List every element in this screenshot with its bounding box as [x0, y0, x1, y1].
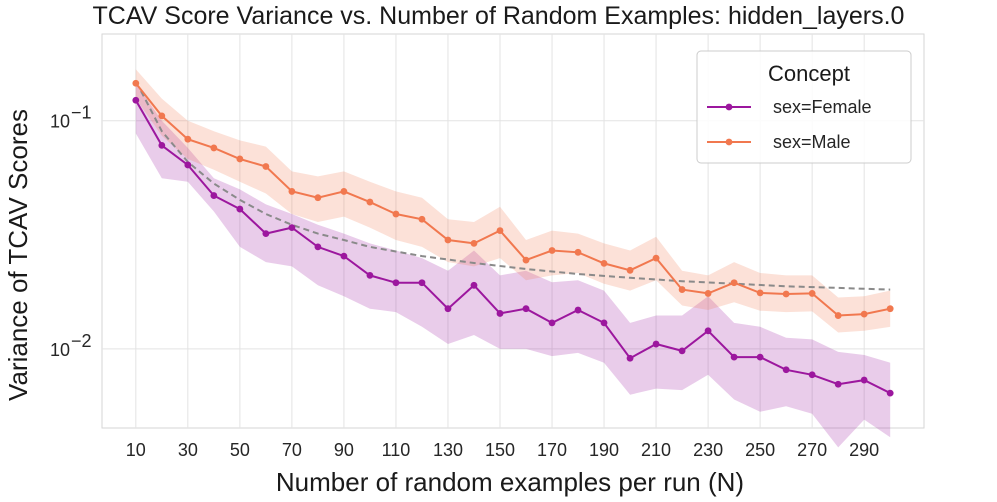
- data-point: [288, 224, 296, 232]
- data-point: [184, 135, 192, 143]
- legend-title: Concept: [768, 61, 850, 86]
- data-point: [392, 279, 400, 287]
- data-point: [886, 305, 894, 313]
- data-point: [470, 281, 478, 289]
- x-tick-label: 10: [126, 440, 146, 460]
- data-point: [444, 305, 452, 313]
- data-point: [808, 371, 816, 379]
- data-point: [834, 312, 842, 319]
- data-point: [756, 353, 764, 361]
- x-tick-label: 230: [693, 440, 723, 460]
- y-tick-label: 10: [50, 340, 70, 360]
- data-point: [366, 198, 374, 206]
- x-tick-label: 90: [334, 440, 354, 460]
- data-point: [392, 210, 400, 218]
- data-point: [366, 271, 374, 279]
- x-tick-label: 250: [745, 440, 775, 460]
- data-point: [860, 310, 868, 318]
- data-point: [600, 319, 608, 327]
- data-point: [132, 96, 140, 104]
- data-point: [626, 266, 634, 274]
- data-point: [314, 194, 322, 202]
- data-point: [340, 252, 348, 260]
- legend-box: [696, 50, 912, 164]
- data-point: [184, 161, 192, 169]
- x-tick-label: 210: [641, 440, 671, 460]
- data-point: [262, 163, 270, 170]
- data-point: [496, 227, 504, 234]
- data-point: [678, 347, 686, 355]
- data-point: [834, 380, 842, 388]
- data-point: [470, 239, 478, 247]
- legend-swatch-marker: [725, 103, 733, 111]
- x-tick-label: 110: [382, 440, 411, 460]
- data-point: [808, 290, 816, 297]
- data-point: [158, 141, 166, 149]
- confidence-band: [135, 83, 891, 448]
- data-point: [210, 192, 218, 199]
- data-point: [574, 306, 582, 314]
- data-point: [418, 215, 426, 223]
- data-point: [418, 279, 426, 287]
- x-axis-label: Number of random examples per run (N): [276, 467, 744, 497]
- y-tick-label: 10: [50, 112, 70, 132]
- data-point: [782, 366, 790, 374]
- series-line: [135, 82, 891, 317]
- data-point: [678, 286, 686, 293]
- data-point: [704, 327, 712, 335]
- data-point: [782, 290, 790, 298]
- x-tick-label: 150: [485, 440, 515, 460]
- data-point: [314, 243, 322, 251]
- x-tick-label: 130: [433, 440, 463, 460]
- y-tick-exponent: −1: [71, 103, 92, 123]
- data-point: [574, 248, 582, 256]
- data-point: [262, 230, 270, 238]
- legend-entry-label: sex=Female: [773, 97, 872, 117]
- data-point: [886, 389, 894, 397]
- y-tick-exponent: −2: [71, 331, 92, 351]
- legend-entry-label: sex=Male: [773, 132, 851, 152]
- x-tick-label: 50: [230, 440, 250, 460]
- data-point: [860, 376, 868, 384]
- data-point: [704, 290, 712, 297]
- data-point: [522, 305, 530, 313]
- data-point: [548, 247, 556, 254]
- series-line: [134, 99, 891, 394]
- data-point: [652, 340, 660, 348]
- data-point: [730, 279, 738, 287]
- y-axis-label: Variance of TCAV Scores: [3, 109, 33, 401]
- y-tick-base: 10: [50, 112, 70, 132]
- x-tick-label: 170: [537, 440, 567, 460]
- data-point: [548, 319, 556, 327]
- data-point: [210, 144, 218, 152]
- x-tick-label: 190: [589, 440, 619, 460]
- data-point: [444, 236, 452, 244]
- chart-title: TCAV Score Variance vs. Number of Random…: [92, 2, 905, 30]
- data-point: [236, 155, 244, 163]
- x-tick-label: 70: [282, 440, 302, 460]
- y-tick-base: 10: [50, 340, 70, 360]
- data-point: [626, 354, 634, 362]
- x-tick-label: 30: [178, 440, 198, 460]
- data-point: [340, 188, 348, 195]
- data-point: [522, 256, 530, 264]
- data-point: [236, 205, 244, 213]
- data-point: [496, 310, 504, 317]
- data-point: [158, 112, 166, 120]
- confidence-band: [135, 69, 891, 333]
- data-point: [288, 188, 296, 195]
- trend-line: [140, 90, 891, 291]
- legend-swatch-marker: [725, 138, 733, 146]
- data-point: [600, 259, 608, 267]
- x-tick-label: 290: [849, 440, 879, 460]
- data-point: [132, 79, 140, 87]
- data-point: [756, 289, 764, 297]
- data-point: [652, 254, 660, 262]
- data-point: [730, 353, 738, 361]
- x-tick-label: 270: [797, 440, 827, 460]
